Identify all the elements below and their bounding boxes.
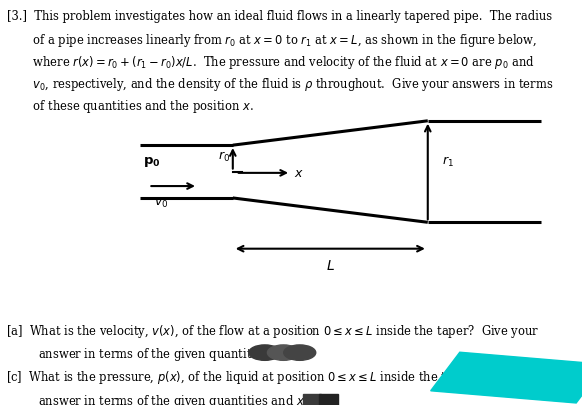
Ellipse shape [267,345,299,360]
Text: [a]  What is the velocity, $v(x)$, of the flow at a position $0 \leq x \leq L$ i: [a] What is the velocity, $v(x)$, of the… [6,322,539,339]
Text: $r_0$: $r_0$ [218,149,230,163]
Text: $L$: $L$ [326,258,335,272]
Text: where $r(x) = r_0 + (r_1-r_0)x/L$.  The pressure and velocity of the fluid at $x: where $r(x) = r_0 + (r_1-r_0)x/L$. The p… [7,54,534,71]
Text: of a pipe increases linearly from $r_0$ at $x = 0$ to $r_1$ at $x = L$, as shown: of a pipe increases linearly from $r_0$ … [7,32,537,49]
Ellipse shape [284,345,315,360]
Text: $r_1$: $r_1$ [442,155,454,169]
Text: $\mathbf{p_0}$: $\mathbf{p_0}$ [143,155,160,168]
Text: [c]  What is the pressure, $p(x)$, of the liquid at position $0 \leq x \leq L$ i: [c] What is the pressure, $p(x)$, of the… [6,369,543,386]
Text: $v_0$, respectively, and the density of the fluid is $\rho$ throughout.  Give yo: $v_0$, respectively, and the density of … [7,76,553,93]
Text: answer in terms of the given quantities and $x$.  ($-$...: answer in terms of the given quantities … [38,392,340,405]
Text: of these quantities and the position $x$.: of these quantities and the position $x$… [7,98,254,115]
Bar [303,394,321,405]
Text: $x$: $x$ [294,167,304,180]
Ellipse shape [249,345,281,360]
Text: [3.]  This problem investigates how an ideal fluid flows in a linearly tapered p: [3.] This problem investigates how an id… [7,10,552,23]
Text: answer in terms of the given quantities and $x$.: answer in terms of the given quantities … [38,345,307,362]
Bar [319,394,338,405]
Text: $v_0$: $v_0$ [154,197,169,210]
Polygon shape [431,352,582,403]
